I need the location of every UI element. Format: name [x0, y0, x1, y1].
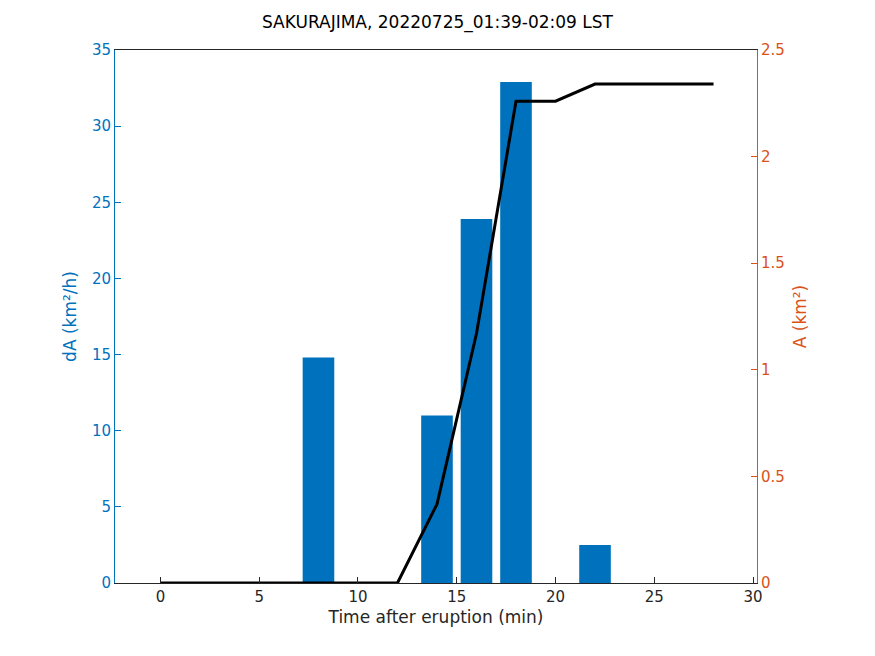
- svg-text:10: 10: [92, 422, 111, 440]
- svg-text:10: 10: [348, 588, 367, 606]
- svg-text:15: 15: [447, 588, 466, 606]
- svg-text:0: 0: [101, 574, 111, 592]
- svg-text:35: 35: [92, 41, 111, 59]
- svg-text:20: 20: [546, 588, 565, 606]
- svg-text:5: 5: [101, 498, 111, 516]
- svg-text:25: 25: [645, 588, 664, 606]
- svg-text:2: 2: [761, 148, 771, 166]
- svg-text:15: 15: [92, 346, 111, 364]
- svg-text:0: 0: [156, 588, 166, 606]
- svg-text:SAKURAJIMA, 20220725_01:39-02:: SAKURAJIMA, 20220725_01:39-02:09 LST: [262, 12, 614, 33]
- svg-text:30: 30: [92, 117, 111, 135]
- svg-text:0: 0: [761, 574, 771, 592]
- svg-text:0.5: 0.5: [761, 468, 785, 486]
- svg-text:Time after eruption (min): Time after eruption (min): [328, 607, 544, 627]
- svg-text:1.5: 1.5: [761, 254, 785, 272]
- svg-text:20: 20: [92, 270, 111, 288]
- svg-text:5: 5: [254, 588, 264, 606]
- svg-text:25: 25: [92, 194, 111, 212]
- svg-text:1: 1: [761, 361, 771, 379]
- svg-text:2.5: 2.5: [761, 41, 785, 59]
- svg-text:30: 30: [744, 588, 763, 606]
- svg-text:dA (km²/h): dA (km²/h): [60, 271, 80, 362]
- svg-text:A (km²): A (km²): [790, 285, 810, 349]
